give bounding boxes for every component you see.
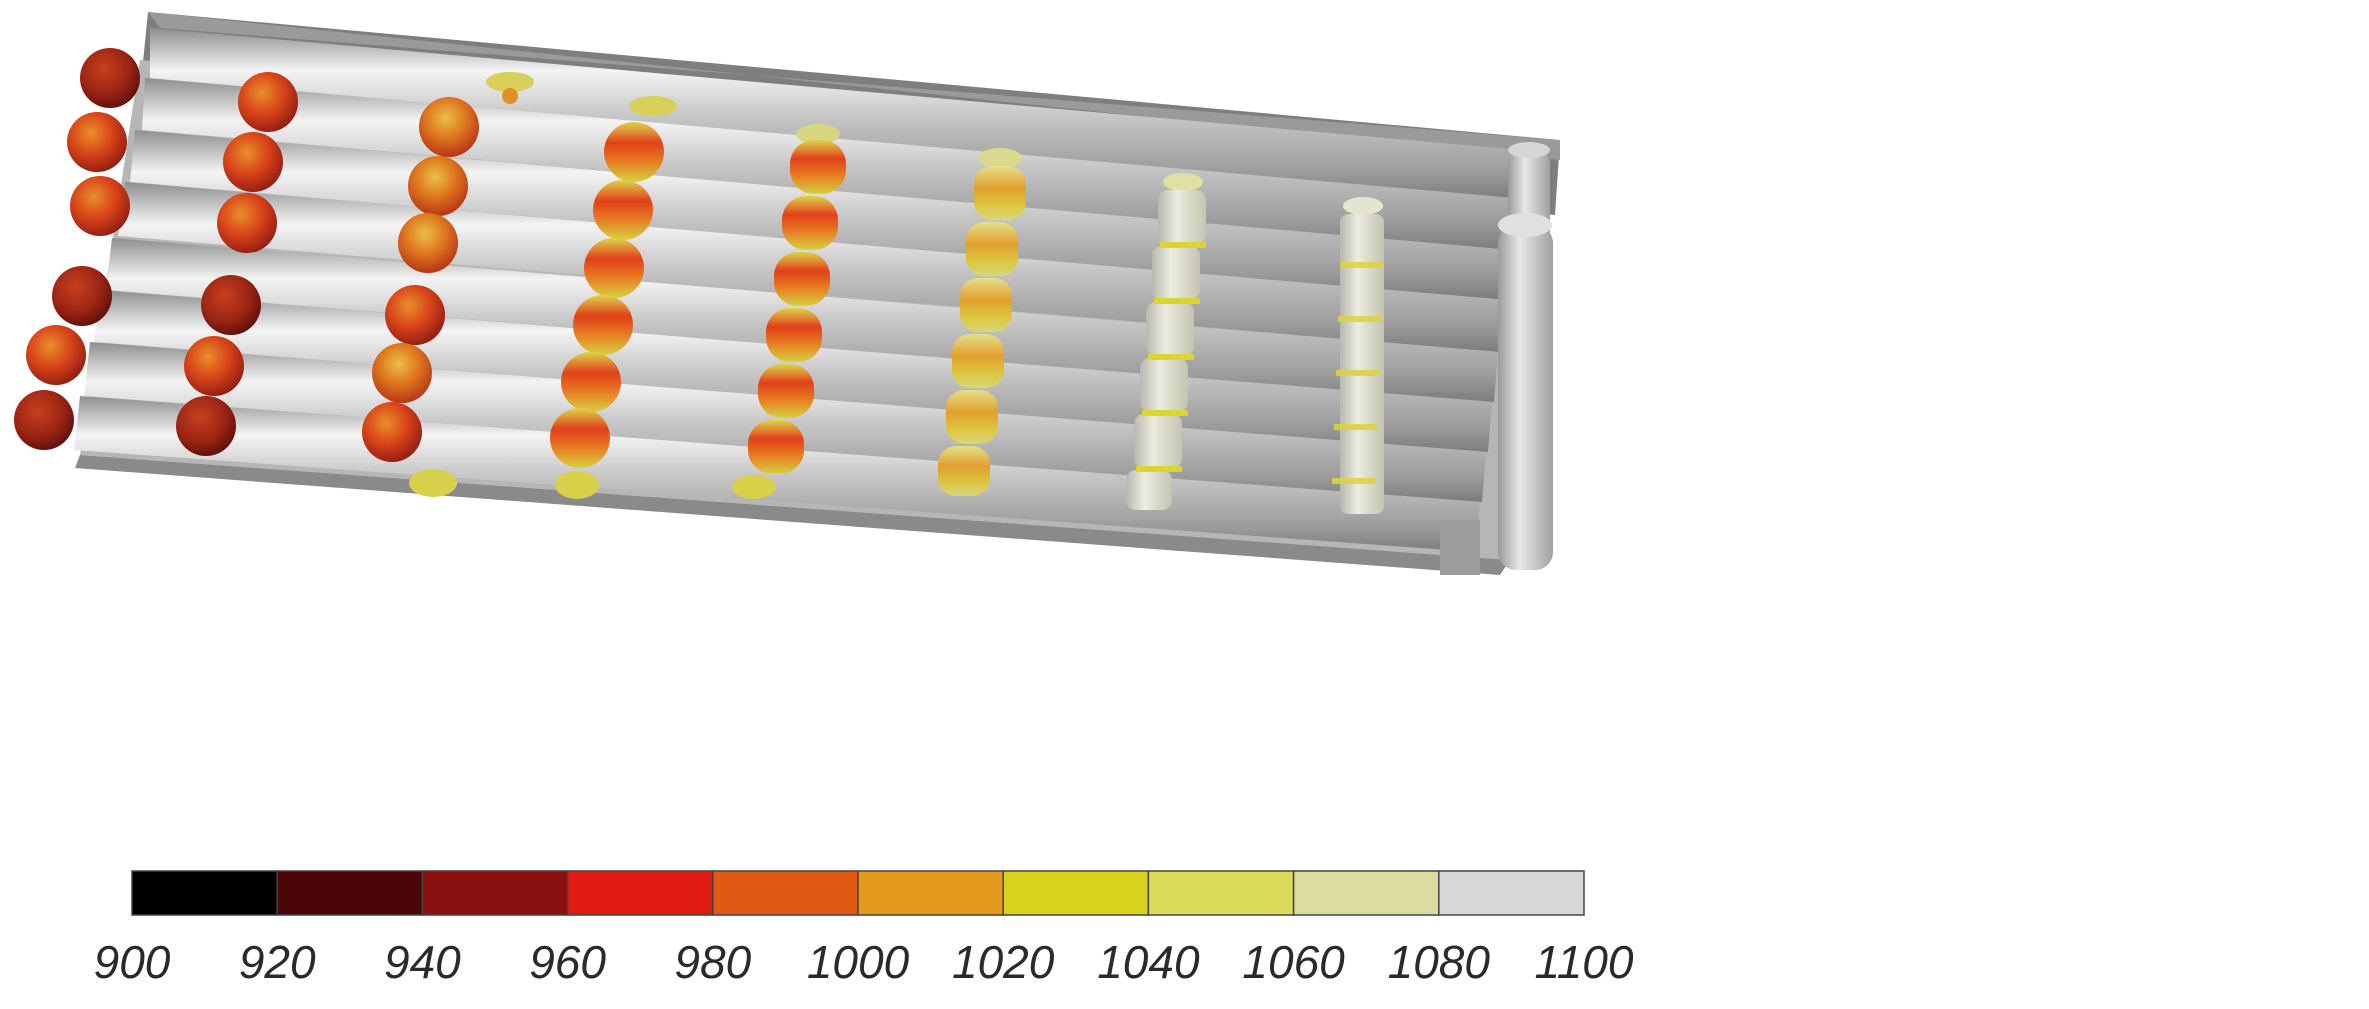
particle-column-6 <box>938 148 1026 496</box>
particle-column-5 <box>732 124 846 499</box>
particle-column-8 <box>1332 197 1384 514</box>
particle-column-2 <box>176 72 298 456</box>
particle-column-1 <box>14 48 140 450</box>
particle-column-3 <box>362 72 534 497</box>
end-cylinders <box>1440 142 1553 575</box>
particle-column-7 <box>1126 173 1206 510</box>
particle-column-4 <box>550 96 677 499</box>
